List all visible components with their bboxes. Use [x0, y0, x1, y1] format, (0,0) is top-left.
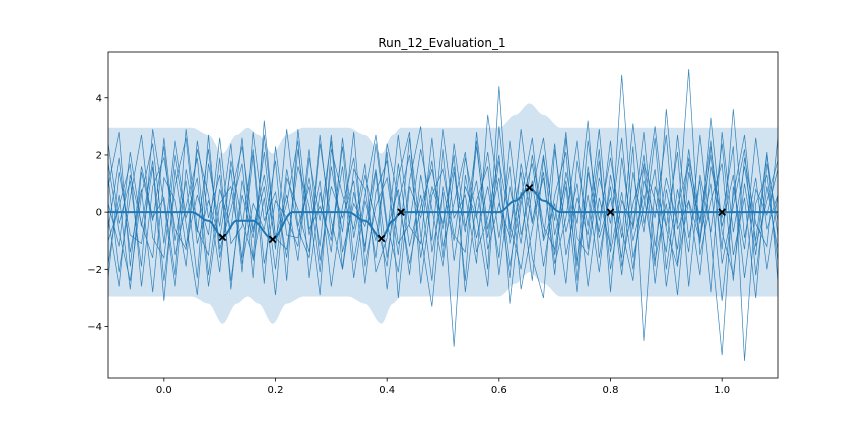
plot-area: [108, 69, 778, 361]
y-tick-label-3: −2: [87, 265, 102, 276]
x-tick-label-5: 1.0: [714, 385, 730, 396]
sample-line-6: [108, 69, 778, 301]
y-tick-label-4: −4: [87, 322, 102, 333]
x-tick-label-3: 0.6: [491, 385, 507, 396]
sample-lines: [108, 69, 778, 361]
sample-line-1: [108, 114, 778, 301]
plot-frame: [107, 51, 779, 379]
x-axis: 0.0 0.2 0.4 0.6 0.8 1.0: [156, 378, 730, 396]
sample-line-9: [108, 131, 778, 293]
observation-marker-6: [606, 208, 615, 216]
sample-line-10: [108, 126, 778, 290]
sample-line-2: [108, 86, 778, 298]
y-tick-label-2: 0: [96, 208, 102, 219]
sample-line-3: [108, 117, 778, 290]
sample-line-4: [108, 74, 778, 307]
sample-line-8: [108, 109, 778, 361]
x-tick-label-0: 0.0: [156, 385, 172, 396]
sample-line-7: [108, 120, 778, 356]
y-axis: 4 2 0 −2 −4: [87, 93, 108, 333]
observation-marker-3: [377, 234, 386, 243]
observation-marker-2: [268, 235, 277, 244]
y-tick-label-0: 4: [96, 93, 102, 104]
observation-marker-1: [218, 233, 227, 242]
y-tick-label-1: 2: [96, 150, 102, 161]
observation-markers: [218, 183, 727, 244]
observation-marker-4: [397, 208, 405, 216]
chart-title: Run_12_Evaluation_1: [378, 36, 505, 50]
observation-marker-7: [718, 208, 727, 216]
observation-marker-5: [525, 183, 534, 192]
x-tick-label-2: 0.4: [379, 385, 395, 396]
x-tick-label-4: 0.8: [603, 385, 619, 396]
x-tick-label-1: 0.2: [268, 385, 284, 396]
